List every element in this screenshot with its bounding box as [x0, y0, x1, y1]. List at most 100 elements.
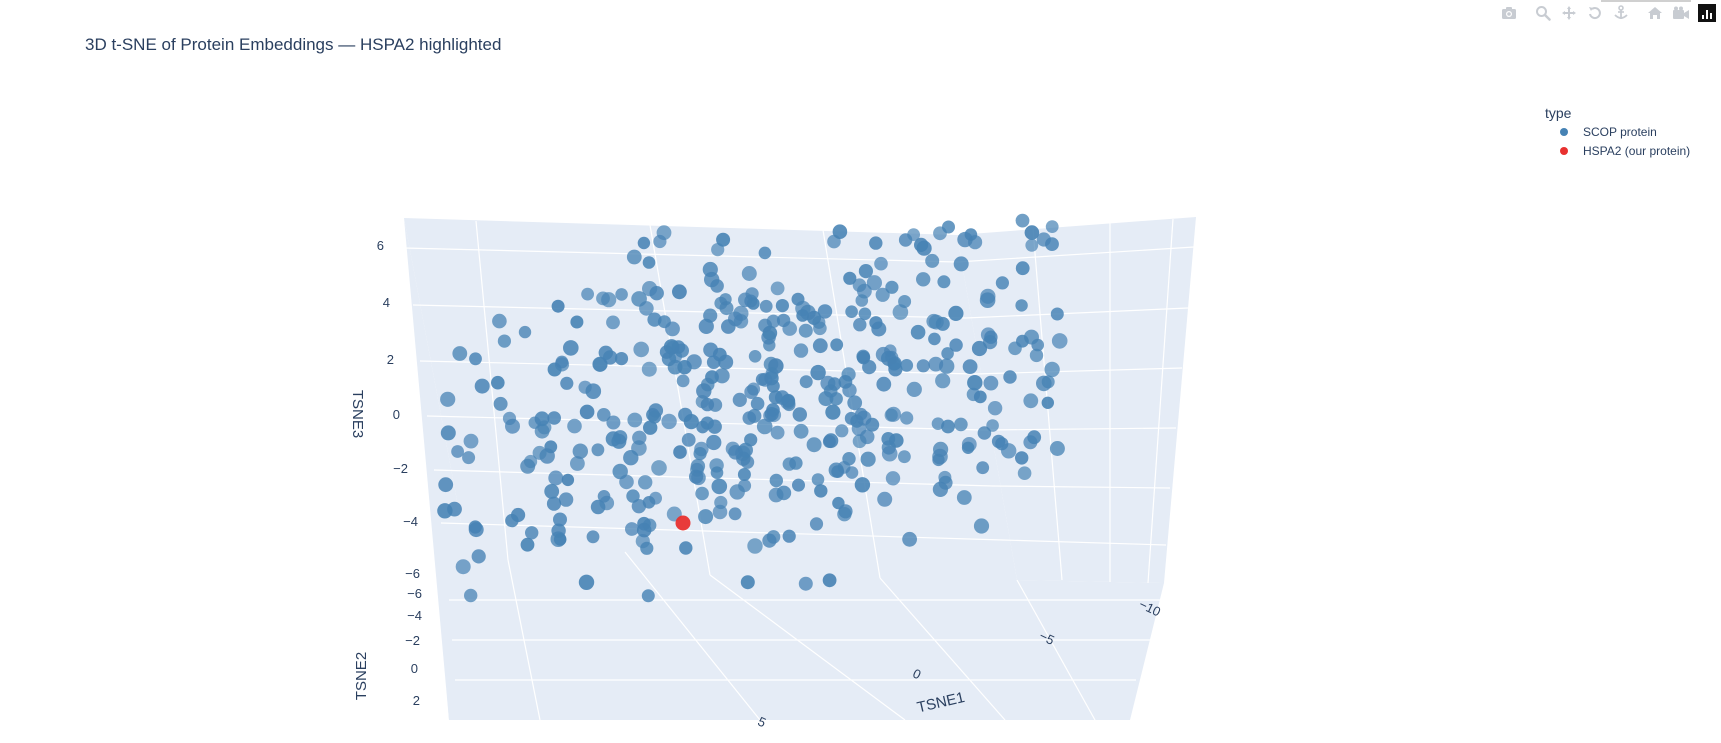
- scop-protein-point[interactable]: [971, 340, 988, 357]
- scop-protein-point[interactable]: [491, 375, 505, 390]
- scop-protein-point[interactable]: [812, 338, 828, 354]
- scop-protein-point[interactable]: [563, 340, 579, 356]
- scop-protein-point[interactable]: [710, 466, 724, 480]
- scop-protein-point[interactable]: [721, 319, 736, 334]
- scop-protein-point[interactable]: [711, 478, 728, 495]
- scop-protein-point[interactable]: [748, 350, 762, 363]
- plotly-logo-icon[interactable]: [1695, 2, 1719, 24]
- scop-protein-point[interactable]: [440, 391, 456, 407]
- scop-protein-point[interactable]: [438, 477, 454, 493]
- scop-protein-point[interactable]: [977, 426, 992, 440]
- scop-protein-point[interactable]: [614, 352, 629, 366]
- scop-protein-point[interactable]: [638, 475, 653, 490]
- scop-protein-point[interactable]: [976, 461, 990, 475]
- scop-protein-point[interactable]: [718, 354, 734, 370]
- scop-protein-point[interactable]: [1045, 237, 1059, 252]
- scop-protein-point[interactable]: [641, 589, 655, 603]
- scop-protein-point[interactable]: [567, 418, 582, 434]
- scop-protein-point[interactable]: [464, 588, 478, 603]
- scop-protein-point[interactable]: [497, 334, 511, 348]
- scop-protein-point[interactable]: [738, 479, 752, 493]
- scop-protein-point[interactable]: [606, 415, 621, 430]
- scop-protein-point[interactable]: [831, 465, 845, 478]
- scop-protein-point[interactable]: [673, 445, 687, 459]
- scop-protein-point[interactable]: [837, 507, 852, 522]
- camera-icon[interactable]: [1497, 2, 1521, 24]
- scop-protein-point[interactable]: [637, 236, 651, 250]
- scop-protein-point[interactable]: [686, 354, 702, 370]
- scop-protein-point[interactable]: [560, 376, 574, 390]
- scop-protein-point[interactable]: [740, 455, 755, 469]
- scop-protein-point[interactable]: [847, 395, 863, 411]
- scop-protein-point[interactable]: [505, 513, 519, 528]
- scop-protein-point[interactable]: [791, 292, 805, 306]
- scop-protein-point[interactable]: [657, 315, 671, 329]
- scop-protein-point[interactable]: [898, 233, 913, 247]
- scop-protein-point[interactable]: [551, 299, 565, 313]
- scop-protein-point[interactable]: [653, 234, 667, 249]
- scop-protein-point[interactable]: [493, 396, 508, 411]
- scop-protein-point[interactable]: [782, 529, 796, 543]
- scop-protein-point[interactable]: [666, 340, 680, 355]
- scop-protein-point[interactable]: [703, 308, 718, 323]
- scop-protein-point[interactable]: [942, 220, 955, 234]
- scop-protein-point[interactable]: [854, 477, 871, 493]
- scop-protein-point[interactable]: [932, 481, 949, 497]
- scop-protein-point[interactable]: [544, 440, 558, 454]
- scop-protein-point[interactable]: [474, 378, 490, 394]
- scop-protein-point[interactable]: [900, 411, 914, 425]
- scop-protein-point[interactable]: [591, 443, 605, 457]
- scop-protein-point[interactable]: [818, 391, 834, 407]
- scop-protein-point[interactable]: [640, 541, 654, 555]
- scop-protein-point[interactable]: [553, 512, 567, 527]
- scop-protein-point[interactable]: [518, 325, 532, 339]
- scop-protein-point[interactable]: [547, 411, 561, 425]
- scop-protein-point[interactable]: [525, 526, 539, 540]
- scop-protein-point[interactable]: [698, 509, 714, 525]
- scop-protein-point[interactable]: [820, 375, 836, 391]
- reset-camera-icon[interactable]: [1643, 2, 1667, 24]
- scop-protein-point[interactable]: [858, 264, 874, 279]
- scop-protein-point[interactable]: [447, 501, 462, 517]
- scop-protein-point[interactable]: [858, 307, 872, 321]
- scop-protein-point[interactable]: [885, 471, 901, 486]
- scop-protein-point[interactable]: [462, 451, 476, 465]
- scop-protein-point[interactable]: [741, 266, 757, 281]
- scop-protein-point[interactable]: [750, 396, 765, 411]
- scop-protein-point[interactable]: [1015, 451, 1029, 465]
- scop-protein-point[interactable]: [683, 414, 699, 430]
- scop-protein-point[interactable]: [1024, 225, 1040, 240]
- scop-protein-point[interactable]: [814, 484, 828, 498]
- scop-protein-point[interactable]: [642, 256, 656, 269]
- scop-protein-point[interactable]: [762, 533, 777, 548]
- scop-protein-point[interactable]: [1015, 261, 1030, 276]
- scop-protein-point[interactable]: [973, 518, 990, 534]
- scop-protein-point[interactable]: [855, 407, 868, 421]
- scop-protein-point[interactable]: [532, 445, 547, 460]
- scop-protein-point[interactable]: [865, 417, 880, 432]
- scop-protein-point[interactable]: [916, 272, 931, 287]
- scop-protein-point[interactable]: [758, 318, 772, 333]
- scop-protein-point[interactable]: [793, 343, 809, 358]
- scop-protein-point[interactable]: [546, 496, 562, 511]
- scop-protein-point[interactable]: [711, 243, 725, 257]
- scop-protein-point[interactable]: [606, 315, 620, 330]
- scop-protein-point[interactable]: [885, 280, 899, 294]
- scop-protein-point[interactable]: [681, 433, 696, 447]
- scop-protein-point[interactable]: [984, 330, 998, 344]
- scop-protein-point[interactable]: [1049, 441, 1065, 456]
- scop-protein-point[interactable]: [1045, 220, 1059, 234]
- scop-protein-point[interactable]: [740, 575, 755, 590]
- scop-protein-point[interactable]: [534, 411, 550, 427]
- scop-protein-point[interactable]: [763, 409, 777, 423]
- scop-protein-point[interactable]: [842, 452, 856, 466]
- scop-protein-point[interactable]: [586, 530, 600, 544]
- scop-protein-point[interactable]: [877, 491, 893, 507]
- scop-protein-point[interactable]: [758, 246, 772, 260]
- scop-protein-point[interactable]: [603, 350, 618, 365]
- scop-protein-point[interactable]: [548, 470, 564, 486]
- scop-protein-point[interactable]: [792, 407, 807, 422]
- scop-protein-point[interactable]: [769, 473, 783, 488]
- scop-protein-point[interactable]: [596, 291, 610, 306]
- scop-protein-point[interactable]: [737, 468, 751, 481]
